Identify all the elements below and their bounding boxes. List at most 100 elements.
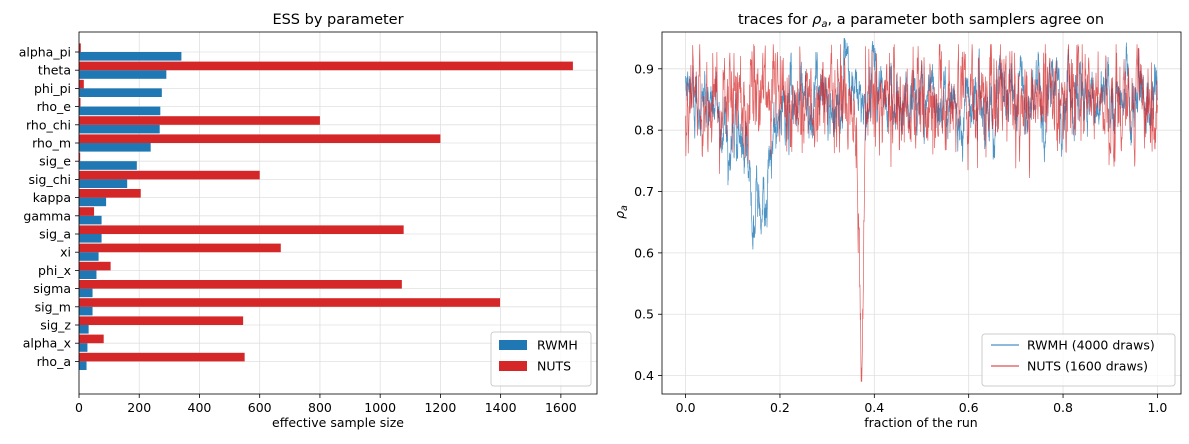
left-y-tick-label: rho_chi [26,117,71,132]
legend-label-rwmh-trace: RWMH (4000 draws) [1027,338,1155,353]
right-legend: RWMH (4000 draws) NUTS (1600 draws) [981,333,1176,387]
left-chart-title: ESS by parameter [272,12,403,28]
left-x-tick-label: 600 [248,400,272,415]
bar-nuts-rho_a [79,352,245,362]
right-y-tick-label: 0.6 [634,245,654,260]
bar-rwmh-sig_e [79,161,137,170]
bar-nuts-sig_e [79,152,81,162]
left-y-tick-label: sig_e [39,154,71,169]
bar-nuts-sig_a [79,225,404,234]
bar-rwmh-phi_pi [79,88,162,97]
left-legend: RWMH NUTS [490,331,592,387]
right-y-tick-label: 0.9 [634,61,654,76]
left-x-tick-label: 0 [75,400,83,415]
bar-rwmh-sig_a [79,234,102,243]
bar-nuts-sigma [79,280,402,289]
left-y-tick-label: phi_x [38,263,71,278]
right-axes-frame [661,31,1182,395]
right-x-axis-label: fraction of the run [864,415,977,430]
left-x-tick-label: 200 [127,400,151,415]
bar-rwmh-rho_e [79,106,161,116]
bar-rwmh-sig_chi [79,179,128,188]
left-y-tick-label: kappa [33,190,71,205]
bar-nuts-phi_pi [79,79,84,89]
trace-line-chart: 0.0 0.2 0.4 0.6 0.8 1.0 0.4 0.5 0.6 0.7 0.8 0.9 tr… [612,12,1182,430]
left-y-tick-label: sig_chi [29,172,71,187]
bar-nuts-kappa [79,189,141,198]
bar-nuts-rho_chi [79,116,320,125]
bar-nuts-alpha_x [79,334,104,344]
left-x-ticks: 0 200 400 600 800 1000 1200 1400 1600 [75,394,577,415]
left-x-tick-label: 800 [308,400,332,415]
right-x-tick-label: 0.0 [676,400,696,415]
bar-rwmh-alpha_x [79,343,88,352]
bar-rwmh-gamma [79,215,102,225]
bar-nuts-theta [79,61,573,71]
bar-nuts-alpha_pi [79,43,81,52]
left-y-tick-label: sig_a [39,227,71,242]
left-y-tick-label: alpha_x [23,336,71,351]
left-bars [79,43,573,370]
left-grid [78,32,597,394]
left-y-tick-label: alpha_pi [19,45,71,60]
bar-nuts-sig_m [79,298,501,307]
bar-rwmh-phi_x [79,270,97,279]
right-x-tick-label: 0.4 [864,400,884,415]
legend-label-rwmh: RWMH [537,338,578,353]
bar-nuts-rho_m [79,134,441,143]
legend-label-nuts: NUTS [537,359,571,374]
left-x-tick-label: 1200 [424,400,456,415]
bar-rwmh-sig_m [79,306,93,316]
left-x-tick-label: 1400 [485,400,517,415]
left-y-tick-label: sig_z [40,318,71,333]
legend-label-nuts-trace: NUTS (1600 draws) [1027,359,1148,374]
left-y-tick-label: phi_pi [34,81,71,96]
bar-rwmh-theta [79,70,167,79]
right-y-tick-label: 0.5 [634,307,654,322]
legend-swatch-nuts [499,361,527,371]
bar-nuts-sig_chi [79,170,260,180]
right-x-tick-label: 0.2 [770,400,790,415]
left-x-tick-label: 1000 [364,400,396,415]
left-y-tick-label: theta [38,63,71,78]
right-chart-title: traces for ρa, a parameter both samplers… [738,12,1104,30]
left-y-tick-label: xi [60,245,71,260]
left-y-tick-label: sigma [33,281,71,296]
bar-rwmh-sig_z [79,325,89,334]
right-x-ticks: 0.0 0.2 0.4 0.6 0.8 1.0 [676,394,1167,415]
left-y-tick-label: rho_a [37,354,71,369]
right-y-ticks: 0.4 0.5 0.6 0.7 0.8 0.9 [634,61,662,383]
right-y-tick-label: 0.7 [634,184,654,199]
bar-nuts-gamma [79,207,95,216]
right-y-axis-label: ρa [612,205,630,219]
right-x-tick-label: 0.6 [959,400,979,415]
left-y-tick-label: gamma [23,208,71,223]
bar-rwmh-sigma [79,288,93,298]
bar-nuts-xi [79,243,281,253]
bar-rwmh-rho_chi [79,124,160,134]
left-x-axis-label: effective sample size [272,415,404,430]
right-x-tick-label: 1.0 [1147,400,1167,415]
bar-rwmh-rho_a [79,361,87,370]
left-x-tick-label: 400 [188,400,212,415]
right-legend-box [981,333,1176,387]
left-x-tick-label: 1600 [545,400,577,415]
left-y-tick-label: rho_e [37,99,72,114]
left-axes-frame [78,31,598,395]
left-y-tick-label: sig_m [35,299,71,314]
bar-rwmh-kappa [79,197,107,207]
bar-nuts-sig_z [79,316,244,325]
legend-swatch-rwmh [499,340,527,350]
bar-nuts-rho_e [79,98,81,107]
ess-bar-chart: 0 200 400 600 800 1000 1200 1400 1600 alpha_pith… [19,12,598,430]
bar-rwmh-rho_m [79,143,151,152]
right-x-tick-label: 0.8 [1053,400,1073,415]
bar-rwmh-alpha_pi [79,52,182,61]
right-y-tick-label: 0.8 [634,123,654,138]
trace-line-nuts [685,44,1158,382]
bar-nuts-phi_x [79,261,111,271]
left-y-tick-label: rho_m [32,136,71,151]
right-y-tick-label: 0.4 [634,368,654,383]
